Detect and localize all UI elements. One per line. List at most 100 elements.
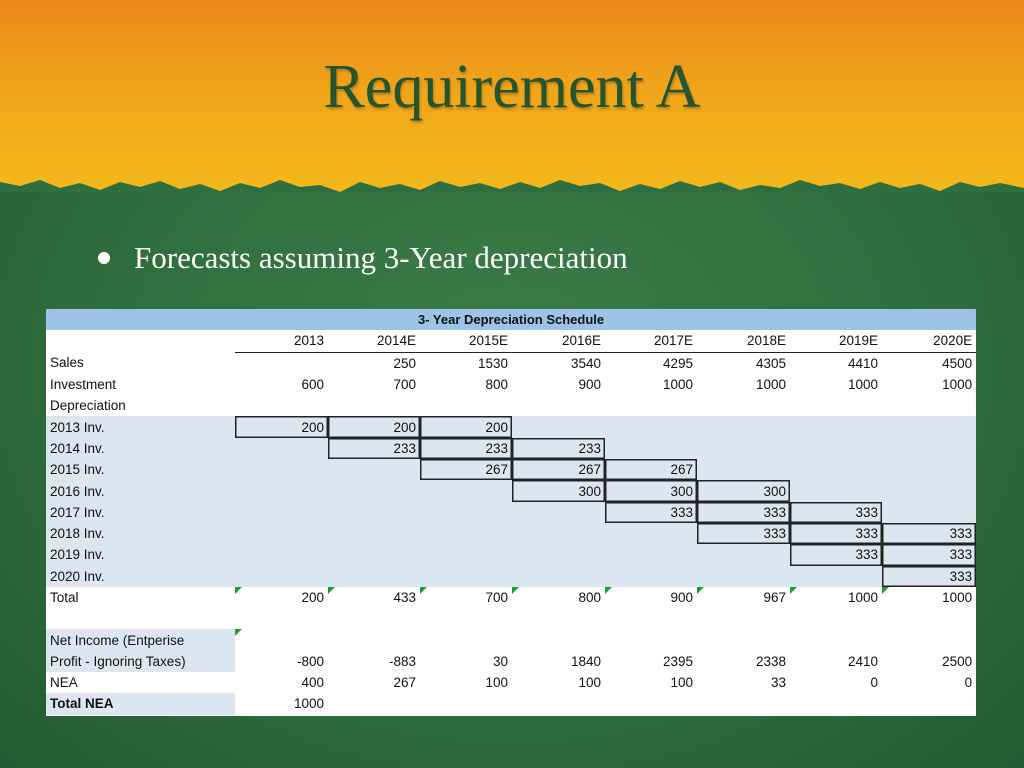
table-cell: 4295 [662, 355, 693, 371]
table-title: 3- Year Depreciation Schedule [46, 309, 977, 331]
inv-row: 2015 Inv. 267 267 267 [46, 459, 977, 481]
inv-row: 2019 Inv. 333 333 [46, 544, 977, 566]
table-cell: 333 [882, 544, 977, 566]
table-title-row: 3- Year Depreciation Schedule [46, 309, 977, 331]
table-cell: 1840 [570, 653, 601, 669]
investment-row: Investment 600 700 800 900 1000 1000 100… [46, 374, 976, 395]
year-header-row: 2013 2014E 2015E 2016E 2017E 2018E 2019E… [46, 330, 977, 353]
row-label: Sales [50, 355, 84, 371]
table-cell: 900 [605, 586, 697, 608]
table-cell: 333 [882, 522, 977, 545]
table-cell: 333 [882, 565, 977, 587]
row-label: 2013 Inv. [46, 416, 235, 438]
row-label: 2019 Inv. [46, 544, 235, 566]
table-cell: 2410 [847, 653, 878, 669]
row-label: 2020 Inv. [46, 565, 235, 587]
table-cell: 200 [235, 416, 328, 438]
row-label: 2014 Inv. [46, 437, 235, 460]
inv-row: 2016 Inv. 300 300 300 [46, 480, 977, 502]
row-label: 2017 Inv. [46, 501, 235, 523]
table-cell: 233 [420, 437, 512, 460]
table-cell: 333 [605, 501, 697, 523]
year-header: 2013 [235, 330, 328, 353]
table-cell: 30 [492, 653, 508, 669]
bullet-text: Forecasts assuming 3-Year depreciation [134, 240, 628, 275]
table-cell: 250 [393, 355, 416, 371]
table-cell: 333 [697, 501, 790, 523]
year-header: 2015E [420, 330, 512, 353]
table-cell: 200 [420, 416, 512, 438]
table-cell: 233 [512, 437, 605, 460]
table-cell: 333 [790, 544, 882, 566]
table-cell: 2338 [755, 653, 786, 669]
table-cell: 433 [328, 586, 420, 608]
table-cell: 800 [485, 377, 508, 393]
year-header: 2018E [697, 330, 790, 353]
table-cell: 1000 [293, 696, 324, 712]
net-income-label-row: Net Income (Entperise [46, 629, 977, 651]
table-cell: 1000 [882, 586, 976, 608]
table-cell: 333 [790, 522, 882, 545]
row-label: Total NEA [46, 693, 235, 715]
table-cell: 1000 [662, 377, 693, 393]
table-cell: 267 [420, 459, 512, 481]
table-cell: 4410 [847, 355, 878, 371]
bullet-dot-icon [98, 252, 110, 264]
table-cell: 1530 [477, 355, 508, 371]
table-cell: 1000 [942, 377, 973, 393]
total-nea-row: Total NEA 1000 [46, 693, 976, 715]
bullet-item: Forecasts assuming 3-Year depreciation [98, 238, 628, 278]
table-cell: 200 [328, 416, 420, 438]
sales-row: Sales 250 1530 3540 4295 4305 4410 4500 [46, 352, 976, 374]
table-cell: 100 [670, 675, 693, 691]
year-header: 2019E [790, 330, 882, 353]
row-label: Net Income (Entperise [46, 629, 235, 651]
table-cell: 600 [301, 377, 324, 393]
table-cell: 2395 [662, 653, 693, 669]
table-cell: 4305 [755, 355, 786, 371]
row-label: 2016 Inv. [46, 480, 235, 502]
table-cell: 1000 [755, 377, 786, 393]
table-cell: 1000 [790, 586, 882, 608]
table-cell: 900 [578, 377, 601, 393]
inv-row: 2013 Inv. 200 200 200 [46, 416, 977, 438]
row-label: Profit - Ignoring Taxes) [46, 650, 235, 673]
year-header: 2017E [605, 330, 697, 353]
table-cell: 0 [964, 675, 973, 691]
inv-row: 2017 Inv. 333 333 333 [46, 501, 977, 523]
net-income-row: Profit - Ignoring Taxes) -800 -883 30 18… [46, 650, 976, 673]
table-cell: 800 [512, 586, 605, 608]
table-cell: 2500 [942, 653, 973, 669]
table-cell: 967 [697, 586, 790, 608]
table-cell: 4500 [942, 355, 973, 371]
title-band [0, 0, 1024, 192]
table-cell: 0 [870, 675, 878, 691]
depreciation-schedule-table: 3- Year Depreciation Schedule 2013 2014E… [46, 309, 977, 715]
table-cell: 3540 [570, 355, 601, 371]
row-label: 2015 Inv. [46, 459, 235, 481]
inv-row: 2018 Inv. 333 333 333 [46, 522, 977, 545]
inv-row: 2020 Inv. 333 [46, 565, 977, 587]
depreciation-label-row: Depreciation [46, 395, 976, 416]
slide-title: Requirement A [323, 53, 701, 121]
table-cell: 267 [512, 459, 605, 481]
table-cell: 700 [420, 586, 512, 608]
table-cell: 300 [512, 480, 605, 502]
year-header: 2014E [328, 330, 420, 353]
table-cell: 333 [697, 522, 790, 545]
inv-row: 2014 Inv. 233 233 233 [46, 437, 977, 460]
table-cell: 267 [393, 675, 416, 691]
table-cell [235, 352, 328, 374]
year-header: 2020E [882, 330, 977, 353]
row-label: 2018 Inv. [46, 522, 235, 545]
table-cell: 100 [485, 675, 508, 691]
table-cell: 700 [393, 377, 416, 393]
nea-row: NEA 400 267 100 100 100 33 0 0 [46, 672, 976, 693]
table-cell: 1000 [847, 377, 878, 393]
table-cell: 267 [605, 459, 697, 481]
spacer-row [46, 608, 976, 629]
row-label: NEA [50, 675, 78, 691]
table-cell: 233 [328, 437, 420, 460]
table-cell: 200 [235, 586, 328, 608]
table-cell: 400 [301, 675, 324, 691]
